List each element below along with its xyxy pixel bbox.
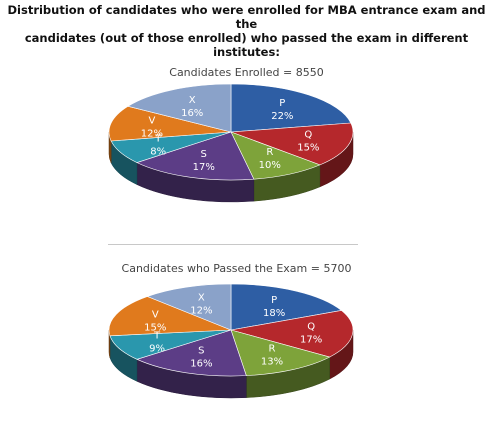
heading-line-1: Distribution of candidates who were enro…	[7, 3, 486, 31]
heading-line-2: candidates (out of those enrolled) who p…	[24, 31, 469, 45]
enrolled-slice-p	[230, 83, 352, 133]
passed-value-s: 16%	[190, 359, 212, 370]
enrolled-label-r: R	[266, 147, 273, 158]
passed-value-q: 17%	[300, 335, 322, 346]
enrolled-value-r: 10%	[259, 160, 281, 171]
passed-label-t: T	[153, 330, 161, 341]
enrolled-value-p: 22%	[271, 111, 293, 122]
enrolled-value-t: 8%	[150, 147, 166, 158]
enrolled-slice-q	[230, 122, 354, 166]
enrolled-value-s: 17%	[193, 162, 215, 173]
passed-value-r: 13%	[261, 357, 283, 368]
enrolled-slice-v	[108, 105, 232, 142]
enrolled-chart-title: Candidates Enrolled = 8550	[169, 66, 324, 79]
passed-value-t: 9%	[149, 343, 165, 354]
enrolled-label-s: S	[201, 149, 207, 160]
passed-label-x: X	[198, 292, 205, 303]
enrolled-label-v: V	[148, 115, 155, 126]
passed-value-v: 15%	[144, 322, 166, 333]
passed-slice-r	[230, 329, 331, 376]
heading-line-3: institutes:	[213, 45, 280, 59]
passed-label-r: R	[269, 344, 276, 355]
passed-slice-x	[146, 283, 232, 331]
enrolled-label-t: T	[154, 134, 162, 145]
enrolled-value-q: 15%	[297, 142, 319, 153]
passed-slice-s	[136, 329, 247, 377]
enrolled-value-v: 12%	[141, 128, 163, 139]
passed-value-x: 12%	[190, 305, 212, 316]
enrolled-value-x: 16%	[181, 108, 203, 119]
enrolled-slice-r	[230, 131, 321, 180]
passed-slice-p	[230, 283, 343, 331]
passed-label-q: Q	[307, 322, 315, 333]
enrolled-label-p: P	[279, 98, 285, 109]
passed-slice-q	[230, 310, 354, 358]
chart-heading: Distribution of candidates who were enro…	[0, 3, 493, 59]
enrolled-label-x: X	[189, 95, 196, 106]
chart-divider	[108, 244, 358, 245]
passed-label-p: P	[271, 295, 277, 306]
enrolled-slice-x	[127, 83, 232, 133]
passed-label-s: S	[198, 346, 204, 357]
enrolled-slice-s	[136, 131, 255, 181]
passed-chart-title: Candidates who Passed the Exam = 5700	[121, 262, 352, 275]
passed-value-p: 18%	[263, 308, 285, 319]
enrolled-label-q: Q	[304, 129, 312, 140]
passed-label-v: V	[152, 309, 159, 320]
passed-slice-v	[108, 296, 232, 337]
